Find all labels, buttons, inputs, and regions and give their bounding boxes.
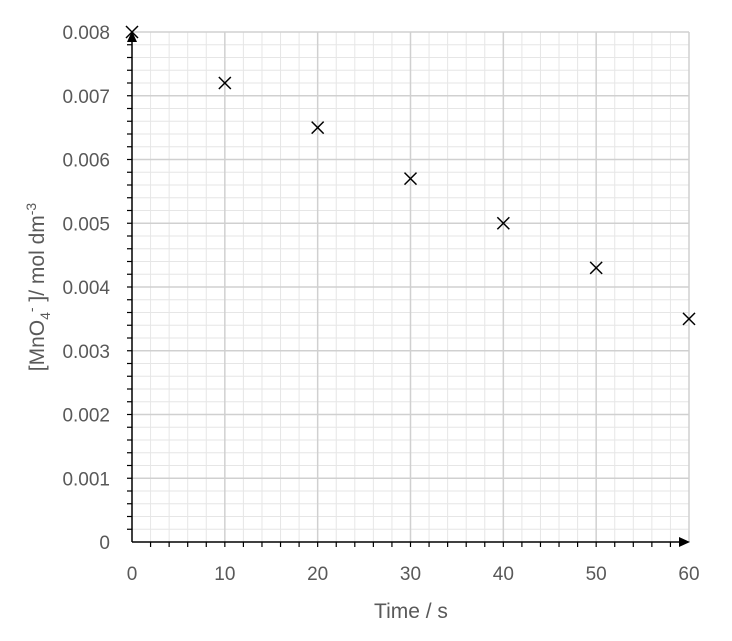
x-tick-label: 60	[678, 564, 699, 585]
y-tick-label: 0.005	[62, 214, 110, 235]
data-point-marker	[589, 261, 603, 275]
y-tick-label: 0.007	[62, 87, 110, 108]
y-tick-label: 0.008	[62, 23, 110, 44]
x-axis-title: Time / s	[374, 600, 448, 623]
marker-stroke	[403, 172, 418, 186]
data-point-marker	[496, 216, 510, 230]
y-axis-title-exponent: -3	[23, 203, 39, 216]
y-axis-arrow	[127, 31, 137, 42]
x-tick-label: 30	[400, 564, 421, 585]
data-point-marker	[682, 312, 696, 326]
y-tick-labels: 0 0.001 0.002 0.003 0.004 0.005 0.006 0.007 0.00…	[62, 23, 110, 554]
data-points	[125, 25, 696, 326]
major-gridlines	[132, 31, 690, 542]
data-point-marker	[125, 25, 139, 39]
y-tick-label: 0.002	[62, 406, 110, 427]
x-axis-arrow	[679, 537, 690, 547]
marker-stroke	[496, 216, 510, 230]
marker-stroke	[311, 121, 325, 135]
data-point-marker	[403, 172, 418, 186]
y-axis-title-charge: -	[23, 307, 39, 312]
marker-stroke	[125, 25, 139, 39]
data-point-marker	[311, 121, 325, 135]
marker-stroke	[589, 261, 603, 275]
x-tick-label: 40	[493, 564, 514, 585]
y-axis-title: [MnO4- ]/ mol dm-3	[23, 203, 53, 372]
y-tick-label: 0.001	[62, 469, 110, 490]
y-axis-title-main: [MnO	[26, 320, 49, 371]
y-tick-label: 0	[99, 533, 110, 554]
y-axis-title-subscript: 4	[37, 312, 53, 320]
x-tick-label: 50	[586, 564, 607, 585]
data-point-marker	[218, 76, 232, 90]
axes	[127, 31, 690, 547]
y-tick-label: 0.003	[62, 342, 110, 363]
y-tick-label: 0.004	[62, 278, 110, 299]
marker-stroke	[682, 312, 696, 326]
marker-stroke	[218, 76, 232, 90]
y-tick-label: 0.006	[62, 151, 110, 172]
x-tick-label: 20	[307, 564, 328, 585]
y-axis-title-rest: ]/ mol dm	[26, 215, 49, 307]
x-tick-label: 0	[127, 564, 138, 585]
x-tick-labels: 0 10 20 30 40 50 60	[127, 564, 700, 585]
x-tick-label: 10	[214, 564, 235, 585]
